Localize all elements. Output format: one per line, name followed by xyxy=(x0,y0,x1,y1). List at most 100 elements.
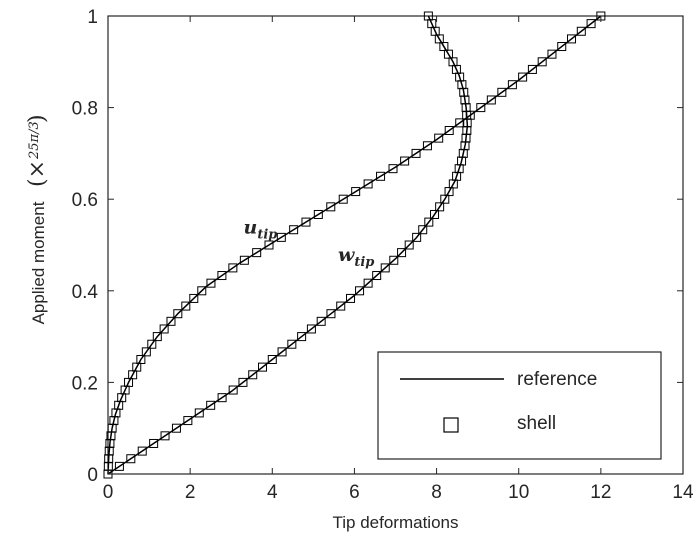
shell-marker xyxy=(126,454,136,464)
shell-marker xyxy=(430,209,440,219)
shell-marker xyxy=(197,286,207,296)
y-axis-factor: 25π/3 xyxy=(27,121,42,160)
shell-marker xyxy=(338,194,348,204)
shell-marker xyxy=(289,225,299,235)
shell-marker xyxy=(228,385,238,395)
shell-marker xyxy=(576,26,586,36)
shell-marker xyxy=(326,309,336,319)
markers xyxy=(103,11,606,479)
shell-marker xyxy=(363,179,373,189)
shell-marker xyxy=(507,80,517,90)
shell-marker xyxy=(547,49,557,59)
shell-marker xyxy=(147,339,157,349)
shell-marker xyxy=(258,362,268,372)
shell-marker xyxy=(301,217,311,227)
x-tick-label: 14 xyxy=(672,482,694,503)
y-ticks: 0 0.2 0.4 0.6 0.8 1 xyxy=(72,7,683,486)
shell-marker xyxy=(400,156,410,166)
shell-marker xyxy=(206,400,216,410)
shell-marker xyxy=(448,57,458,67)
shell-marker xyxy=(264,240,274,250)
x-tick-label: 4 xyxy=(267,482,278,503)
shell-marker xyxy=(313,209,323,219)
x-tick-label: 12 xyxy=(590,482,611,503)
shell-marker xyxy=(287,339,297,349)
shell-marker xyxy=(228,263,238,273)
curve-annotation-u-tip: utip xyxy=(244,217,278,243)
shell-marker xyxy=(152,332,162,342)
shell-marker xyxy=(194,408,204,418)
reference-curve-w_tip xyxy=(107,15,469,475)
y-axis-factor-close-paren: ) xyxy=(25,114,50,123)
y-tick-label: 0.8 xyxy=(72,99,98,120)
shell-marker xyxy=(388,164,398,174)
shell-marker xyxy=(217,393,227,403)
shell-marker xyxy=(389,255,399,265)
shell-marker xyxy=(518,72,528,82)
x-tick-label: 2 xyxy=(185,482,196,503)
shell-marker xyxy=(439,42,449,52)
shell-marker xyxy=(173,309,183,319)
shell-marker xyxy=(336,301,346,311)
shell-marker xyxy=(404,240,414,250)
legend-shell-label: shell xyxy=(517,413,556,434)
shell-marker xyxy=(397,248,407,258)
y-axis-factor-open-paren: (× xyxy=(25,160,50,187)
x-axis-title: Tip deformations xyxy=(333,513,459,532)
shell-marker xyxy=(435,202,445,212)
shell-marker xyxy=(141,347,151,357)
shell-marker xyxy=(434,133,444,143)
legend: reference shell xyxy=(377,351,662,460)
shell-marker xyxy=(181,301,191,311)
shell-marker xyxy=(137,446,147,456)
y-tick-label: 0 xyxy=(87,465,98,486)
shell-marker xyxy=(486,95,496,105)
x-tick-label: 10 xyxy=(508,482,529,503)
shell-marker xyxy=(363,278,373,288)
shell-marker xyxy=(326,202,336,212)
legend-shell-swatch xyxy=(443,417,459,433)
shell-marker xyxy=(372,271,382,281)
y-axis-title: Applied moment (× 25π/3 ) xyxy=(25,114,50,324)
shell-marker xyxy=(412,232,422,242)
shell-marker xyxy=(160,431,170,441)
legend-reference-label: reference xyxy=(517,369,597,390)
shell-marker xyxy=(376,171,386,181)
shell-marker xyxy=(567,34,577,44)
reference-curve-u_tip xyxy=(107,15,602,475)
x-tick-label: 6 xyxy=(349,482,360,503)
shell-marker xyxy=(277,347,287,357)
shell-marker xyxy=(423,11,433,21)
shell-marker xyxy=(267,355,277,364)
shell-marker xyxy=(351,187,361,197)
y-tick-label: 1 xyxy=(87,7,98,28)
shell-marker xyxy=(346,293,356,303)
shell-marker xyxy=(443,49,453,59)
shell-marker xyxy=(159,324,169,334)
shell-marker xyxy=(424,217,434,227)
curve-annotation-w-tip: wtip xyxy=(338,244,374,270)
shell-marker xyxy=(189,293,199,303)
shell-marker xyxy=(380,263,390,273)
annotations: utip wtip xyxy=(244,217,375,270)
shell-marker xyxy=(136,355,146,364)
shell-marker xyxy=(114,461,124,471)
shell-marker xyxy=(557,42,567,52)
shell-marker xyxy=(206,278,216,288)
shell-marker xyxy=(422,141,432,151)
x-ticks: 0 2 4 6 8 10 12 14 xyxy=(103,16,694,503)
shell-marker xyxy=(418,225,428,235)
x-tick-label: 8 xyxy=(431,482,442,503)
shell-marker xyxy=(444,126,454,135)
shell-marker xyxy=(166,316,176,326)
shell-marker xyxy=(248,370,258,380)
shell-marker xyxy=(316,316,326,326)
curves xyxy=(107,15,602,475)
shell-marker xyxy=(586,19,596,29)
shell-marker xyxy=(455,118,465,128)
shell-marker xyxy=(276,232,286,242)
shell-marker xyxy=(537,57,547,67)
shell-marker xyxy=(183,416,193,426)
shell-marker xyxy=(476,103,486,113)
